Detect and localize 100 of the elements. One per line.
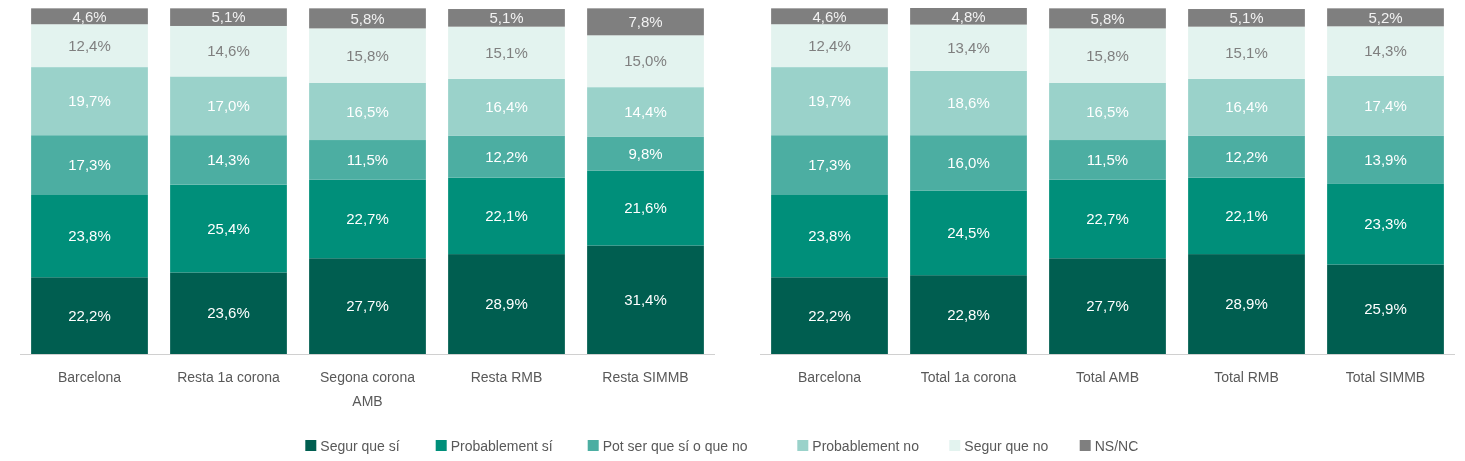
data-label: 23,6%	[207, 304, 250, 322]
legend-label: Probablement sí	[450, 437, 553, 454]
data-label: 18,6%	[947, 94, 990, 112]
bar	[587, 8, 704, 36]
bar	[309, 258, 426, 354]
bar	[1188, 9, 1305, 27]
data-label: 22,8%	[947, 305, 990, 323]
data-label: 25,4%	[207, 219, 250, 237]
bar	[1188, 254, 1305, 354]
bar	[587, 136, 704, 171]
bar	[309, 179, 426, 259]
data-label: 23,8%	[68, 227, 111, 245]
data-label: 19,7%	[808, 92, 851, 110]
bar	[170, 184, 287, 273]
bar	[910, 8, 1027, 25]
data-label: 5,1%	[489, 9, 524, 27]
bar	[587, 170, 704, 246]
bar	[448, 177, 565, 255]
x-tick-label: Total RMB	[1214, 369, 1279, 385]
data-label: 16,0%	[947, 154, 990, 172]
data-label: 15,1%	[485, 44, 528, 62]
bar	[31, 277, 148, 354]
data-label: 16,5%	[1086, 102, 1129, 120]
data-label: 17,0%	[207, 97, 250, 115]
bar	[1188, 26, 1305, 79]
data-label: 22,2%	[68, 306, 111, 324]
data-label: 25,9%	[1364, 300, 1407, 318]
data-label: 31,4%	[624, 290, 667, 308]
bar	[31, 135, 148, 195]
bar	[170, 272, 287, 354]
data-label: 15,0%	[624, 52, 667, 70]
bar	[771, 277, 888, 354]
data-label: 7,8%	[628, 13, 663, 31]
bar	[1049, 140, 1166, 180]
data-label: 5,1%	[1229, 9, 1264, 27]
data-label: 9,8%	[628, 145, 663, 163]
bar	[448, 135, 565, 178]
bar	[587, 87, 704, 137]
bar	[1188, 177, 1305, 255]
data-label: 23,3%	[1364, 215, 1407, 233]
data-label: 12,2%	[1225, 147, 1268, 165]
bar	[771, 24, 888, 68]
bar	[1049, 83, 1166, 141]
data-label: 22,7%	[346, 210, 389, 228]
x-tick-label: Total 1a corona	[920, 369, 1017, 385]
bar	[1327, 135, 1444, 184]
bar	[1049, 8, 1166, 29]
bar	[771, 8, 888, 25]
bar	[1188, 135, 1305, 178]
data-label: 15,1%	[1225, 44, 1268, 62]
bar	[771, 67, 888, 136]
data-label: 4,8%	[951, 7, 986, 25]
bar	[771, 135, 888, 195]
legend-label: Pot ser que sí o que no	[602, 437, 748, 454]
data-label: 27,7%	[346, 297, 389, 315]
data-label: 24,5%	[947, 224, 990, 242]
data-label: 16,5%	[346, 102, 389, 120]
x-tick-label: Resta SIMMB	[602, 369, 689, 385]
bar	[170, 135, 287, 185]
data-label: 14,6%	[207, 42, 250, 60]
bar	[170, 25, 287, 77]
bar	[31, 8, 148, 25]
bar	[910, 275, 1027, 354]
legend-label: Segur que no	[964, 437, 1049, 454]
data-label: 15,8%	[346, 46, 389, 64]
data-label: 21,6%	[624, 199, 667, 217]
data-label: 11,5%	[346, 151, 389, 169]
bar	[1327, 75, 1444, 136]
legend-label: Probablement no	[812, 437, 920, 454]
bar	[910, 24, 1027, 71]
bar	[170, 8, 287, 26]
data-label: 15,8%	[1086, 46, 1129, 64]
x-tick-label: Resta RMB	[470, 369, 543, 385]
data-label: 5,8%	[1090, 9, 1125, 27]
data-label: 23,8%	[808, 227, 851, 245]
bar	[448, 26, 565, 79]
data-label: 28,9%	[1225, 295, 1268, 313]
bar	[31, 67, 148, 136]
bar	[31, 24, 148, 68]
x-tick-label: Barcelona	[797, 369, 862, 385]
bar	[1327, 8, 1444, 27]
bar	[170, 76, 287, 136]
bar	[309, 8, 426, 29]
data-label: 14,3%	[207, 151, 250, 169]
bar	[771, 195, 888, 278]
data-label: 14,3%	[1364, 42, 1407, 60]
bar	[910, 135, 1027, 191]
data-label: 27,7%	[1086, 297, 1129, 315]
data-label: 12,4%	[808, 36, 851, 54]
bar	[309, 83, 426, 141]
x-tick-label: Segona corona AMB	[320, 369, 416, 409]
bar	[587, 245, 704, 354]
data-label: 13,9%	[1364, 151, 1407, 169]
data-label: 16,4%	[1225, 98, 1268, 116]
bar	[1327, 26, 1444, 76]
x-tick-label: Barcelona	[57, 369, 122, 385]
bar	[910, 70, 1027, 136]
data-label: 22,1%	[1225, 207, 1268, 225]
data-label: 11,5%	[1086, 151, 1129, 169]
data-label: 14,4%	[624, 103, 667, 121]
